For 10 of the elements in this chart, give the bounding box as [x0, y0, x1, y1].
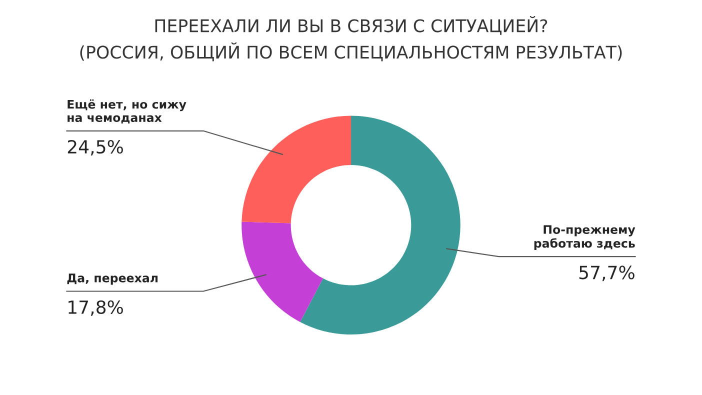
chart-title: ПЕРЕЕХАЛИ ЛИ ВЫ В СВЯЗИ С СИТУАЦИЕЙ? (РОССИЯ, ОБЩИЙ ПО ВСЕМ СПЕЦИАЛЬНОСТЯМ РЕЗУЛЬТАТ) — [80, 16, 622, 62]
slice-label: По-прежнему работаю здесь — [534, 225, 636, 250]
data-label: 24,5% — [68, 140, 123, 156]
slice-label: Да, переехал — [67, 274, 158, 285]
data-label: 17,8% — [68, 300, 123, 316]
slice-label: Ещё нет, но сижу на чемоданах — [68, 99, 186, 124]
donut-slice — [300, 116, 460, 335]
donut-slice — [242, 116, 351, 224]
data-label: 57,7% — [579, 266, 634, 282]
donut-slice — [242, 222, 324, 322]
